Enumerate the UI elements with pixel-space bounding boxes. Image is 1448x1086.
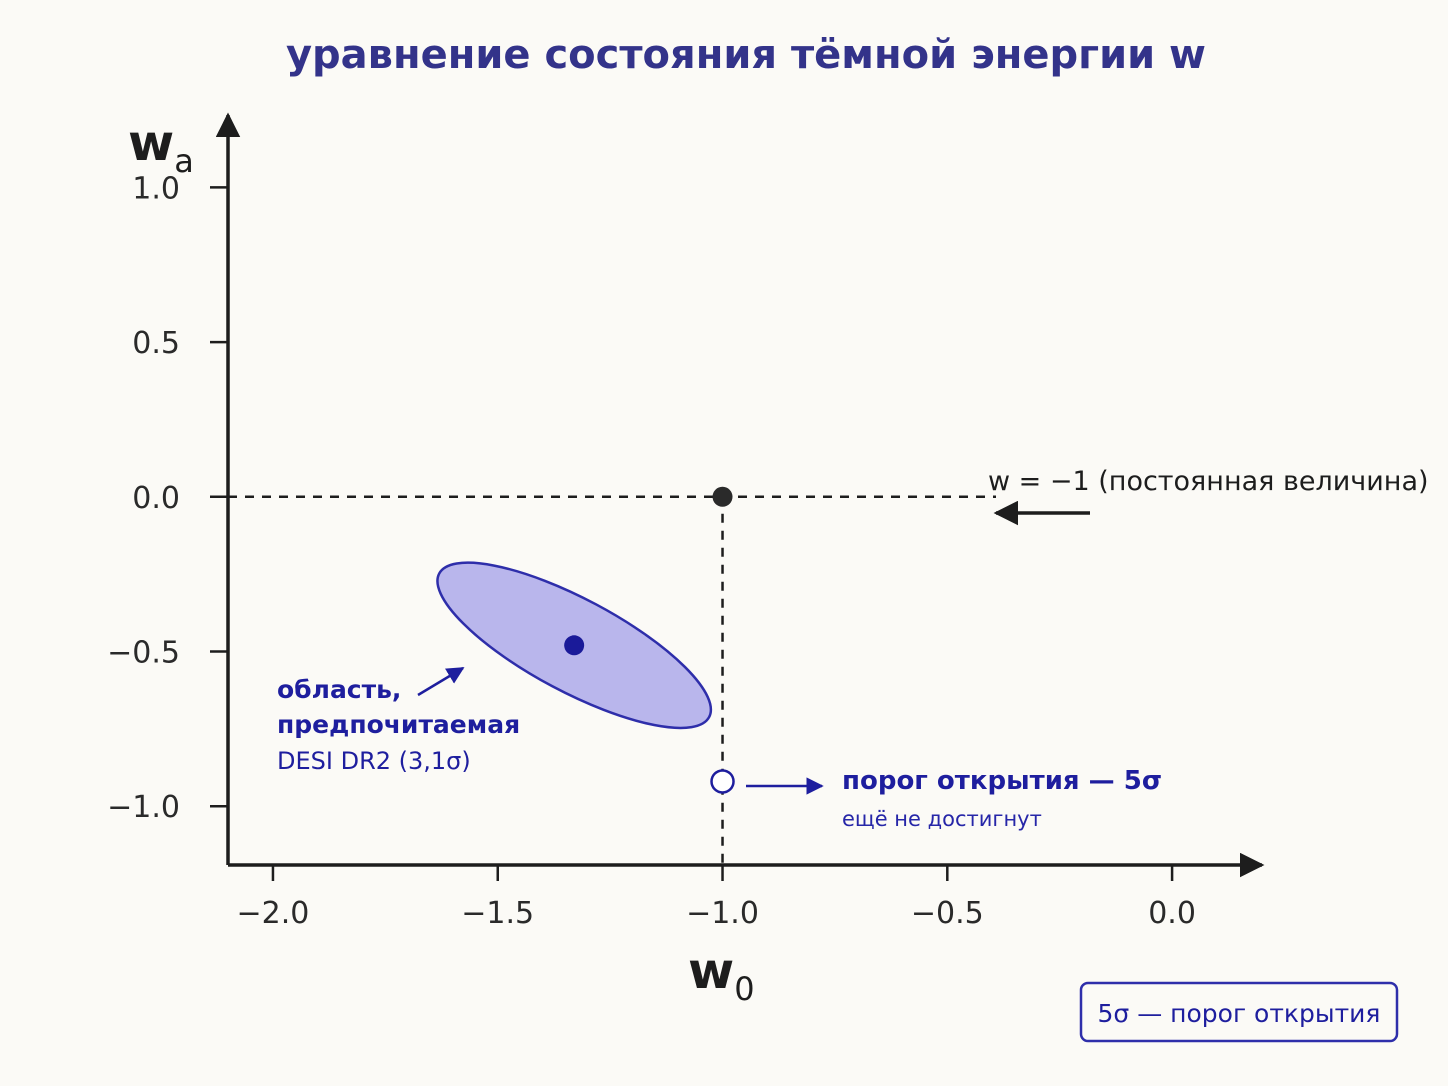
desi-best-fit-point xyxy=(564,635,585,656)
x-axis-label: w0 xyxy=(688,942,755,1008)
y-axis-label-sub: a xyxy=(174,142,194,180)
reference-point-label: w = −1 (постоянная величина) xyxy=(988,466,1429,497)
x-tick-label: 0.0 xyxy=(1148,896,1196,931)
x-tick-label: −0.5 xyxy=(911,896,984,931)
y-axis-label: wa xyxy=(128,114,194,180)
reference-point-lambda-cdm xyxy=(712,486,733,507)
threshold-label: порог открытия — 5σ xyxy=(842,766,1162,796)
chart-title: уравнение состояния тёмной энергии w xyxy=(286,32,1206,78)
x-axis-label-sub: 0 xyxy=(734,970,754,1008)
x-tick-label: −1.5 xyxy=(461,896,534,931)
discovery-threshold-point xyxy=(710,769,735,794)
y-tick-label: −1.0 xyxy=(107,790,180,825)
y-tick-label: −0.5 xyxy=(107,635,180,670)
ticks-layer: −2.0 −1.5 −1.0 −0.5 0.0 1.0 0.5 0.0 −0.5 −1.0 xyxy=(107,171,1196,931)
legend-text: 5σ — порог открытия xyxy=(1098,999,1381,1028)
x-tick-label: −1.0 xyxy=(686,896,759,931)
y-tick-label: 0.5 xyxy=(132,326,180,361)
region-label-arrow xyxy=(417,666,465,697)
legend-box xyxy=(1079,981,1399,1043)
legend: 5σ — порог открытия xyxy=(1079,981,1399,1043)
region-label: область, предпочитаемая DESI DR2 (3,1σ) xyxy=(277,675,525,775)
region-label-line-2: предпочитаемая xyxy=(277,710,520,739)
region-label-line-3: DESI DR2 (3,1σ) xyxy=(277,747,471,775)
x-tick-label: −2.0 xyxy=(237,896,310,931)
threshold-sublabel: ещё не достигнут xyxy=(842,807,1042,831)
y-tick-label: 1.0 xyxy=(132,171,180,206)
region-label-line-1: область, xyxy=(277,675,401,704)
y-tick-label: 0.0 xyxy=(132,481,180,516)
y-axis-label-main: w xyxy=(128,114,174,172)
x-axis-label-main: w xyxy=(688,942,734,1000)
